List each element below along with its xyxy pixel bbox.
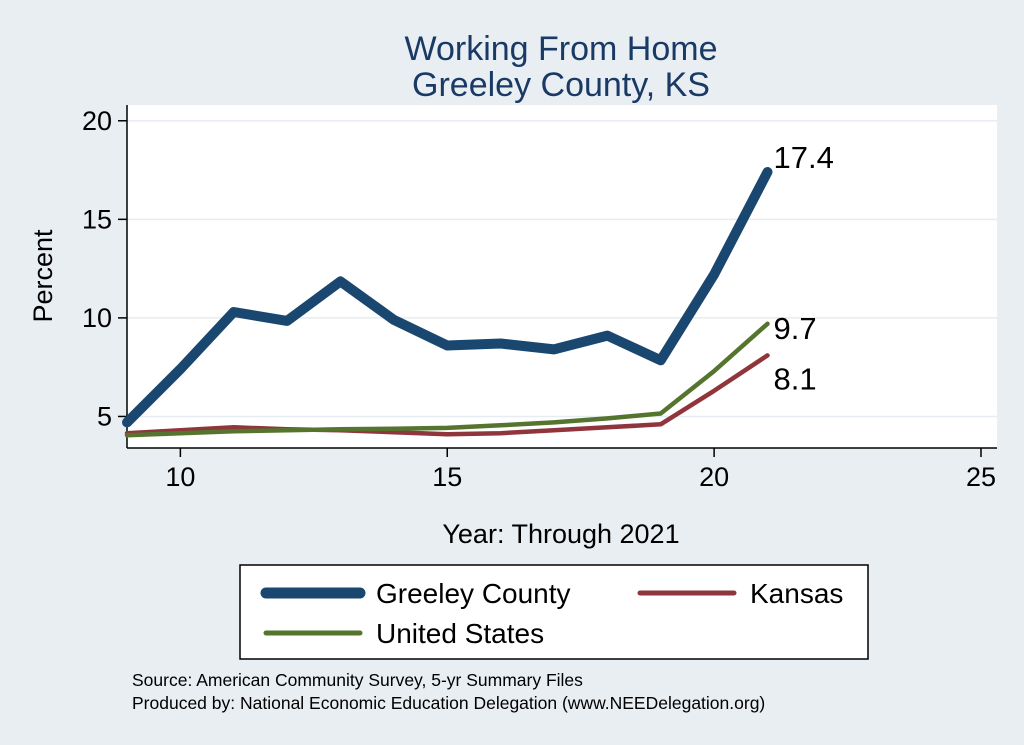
legend-label-greeley-county: Greeley County [376,578,571,609]
end-labels: 17.4 8.1 9.7 [773,140,833,396]
legend-label-kansas: Kansas [750,578,843,609]
x-tick-label-10: 10 [165,462,195,492]
chart-title-line-1: Working From Home [405,30,718,68]
legend-box [239,564,869,660]
y-axis-label: Percent [28,229,58,323]
legend-label-united-states: United States [376,618,544,649]
series-layer [122,167,773,438]
axes: 5 10 15 20 10 15 20 25 [82,105,997,492]
series-line-greeley-county [122,167,773,428]
y-tick-label-5: 5 [97,401,112,431]
end-label-kansas: 8.1 [773,361,816,396]
x-tick-label-20: 20 [699,462,729,492]
y-tick-label-20: 20 [82,106,112,136]
source-note: Source: American Community Survey, 5-yr … [132,670,583,690]
y-tick-label-15: 15 [82,204,112,234]
x-axis-label: Year: Through 2021 [442,519,679,549]
plot-area [127,105,997,448]
chart-title-line-2: Greeley County, KS [412,66,710,104]
x-tick-label-15: 15 [432,462,462,492]
y-tick-label-10: 10 [82,303,112,333]
series-line-kansas [124,353,770,437]
series-line-united-states [124,321,770,438]
end-label-greeley-county: 17.4 [773,140,833,175]
x-tick-label-25: 25 [966,462,996,492]
end-label-united-states: 9.7 [773,311,816,346]
producer-note: Produced by: National Economic Education… [132,693,765,713]
